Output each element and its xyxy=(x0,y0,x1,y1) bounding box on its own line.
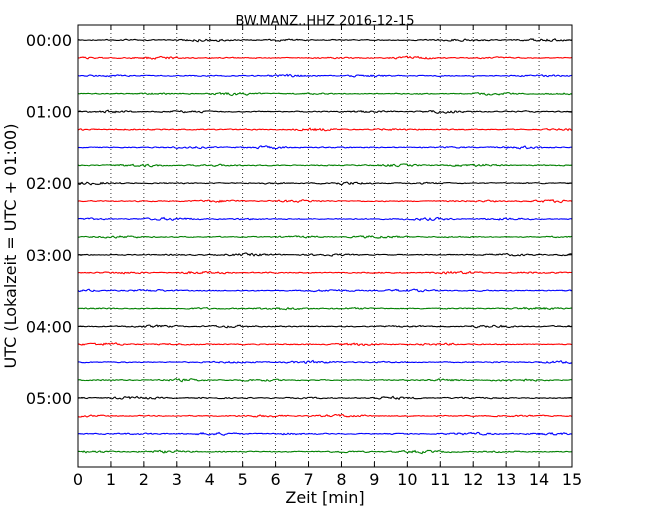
x-tick-label: 0 xyxy=(73,470,83,489)
trace-line xyxy=(77,163,573,168)
y-tick-label: 03:00 xyxy=(26,246,72,265)
trace-line xyxy=(77,342,573,347)
y-axis-label: UTC (Lokalzeit = UTC + 01:00) xyxy=(1,124,20,369)
x-tick-label: 10 xyxy=(397,470,417,489)
trace-line xyxy=(77,109,573,114)
trace-line xyxy=(77,127,573,132)
trace-line xyxy=(77,395,573,401)
trace-line xyxy=(77,413,573,418)
trace-line xyxy=(77,199,573,204)
x-tick-label: 12 xyxy=(463,470,483,489)
y-tick-label: 01:00 xyxy=(26,103,72,122)
trace-line xyxy=(77,235,573,239)
trace-line xyxy=(77,270,573,275)
x-tick-label: 13 xyxy=(496,470,516,489)
trace-line xyxy=(77,306,573,311)
x-tick-label: 9 xyxy=(369,470,379,489)
x-tick-label: 14 xyxy=(529,470,549,489)
y-axis-ticks: 00:00 01:00 02:00 03:00 04:00 05:00 xyxy=(26,31,572,408)
chart-title: BW.MANZ..HHZ 2016-12-15 xyxy=(235,14,414,29)
y-tick-label: 04:00 xyxy=(26,317,72,336)
trace-line xyxy=(77,288,573,293)
trace-line xyxy=(77,38,573,43)
trace-line xyxy=(77,216,573,222)
trace-line xyxy=(77,431,573,436)
trace-line xyxy=(77,181,573,186)
x-tick-label: 11 xyxy=(430,470,450,489)
trace-line xyxy=(77,359,573,365)
x-tick-label: 5 xyxy=(238,470,248,489)
y-tick-label: 05:00 xyxy=(26,389,72,408)
x-tick-label: 4 xyxy=(205,470,215,489)
plot-frame xyxy=(77,24,573,468)
x-tick-label: 1 xyxy=(106,470,116,489)
trace-line xyxy=(77,449,573,455)
trace-line xyxy=(77,324,573,329)
y-tick-label: 02:00 xyxy=(26,174,72,193)
x-tick-label: 3 xyxy=(172,470,182,489)
trace-line xyxy=(77,377,573,383)
trace-line xyxy=(77,55,573,60)
trace-line xyxy=(77,91,573,97)
y-tick-label: 00:00 xyxy=(26,31,72,50)
x-tick-label: 7 xyxy=(303,470,313,489)
trace-line xyxy=(77,252,573,257)
vertical-grid xyxy=(110,25,540,467)
trace-line xyxy=(77,145,573,150)
x-tick-label: 15 xyxy=(562,470,582,489)
x-axis-ticks: 0 1 2 3 4 5 6 7 8 9 10 11 12 13 14 15 xyxy=(73,25,582,489)
trace-line xyxy=(77,73,573,78)
x-tick-label: 2 xyxy=(139,470,149,489)
x-axis-label: Zeit [min] xyxy=(285,488,364,507)
x-tick-label: 6 xyxy=(271,470,281,489)
x-tick-label: 8 xyxy=(336,470,346,489)
trace-group xyxy=(77,38,573,455)
